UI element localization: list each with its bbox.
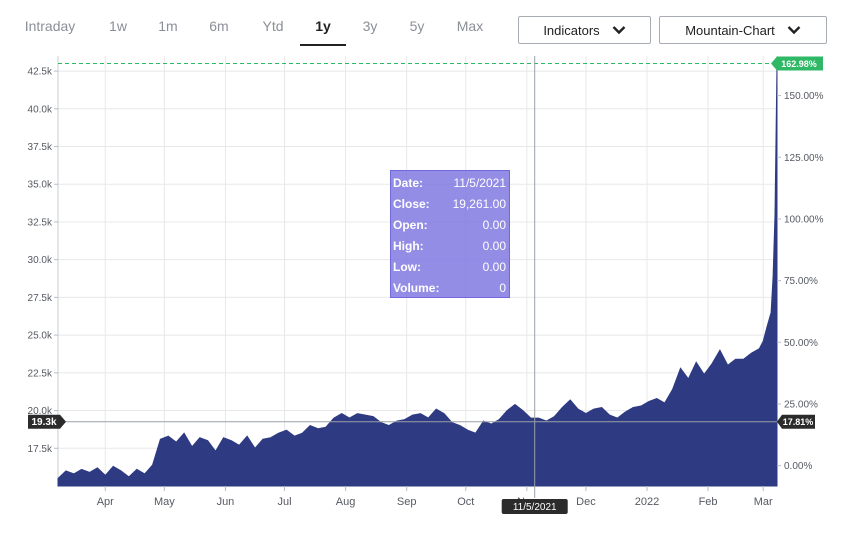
tooltip-value: 11/5/2021 <box>453 176 507 190</box>
x-axis: AprMayJunJulAugSepOctNovDec2022FebMar <box>97 486 773 508</box>
range-tab-1y[interactable]: 1y <box>300 14 346 46</box>
tooltip-key: Open: <box>393 218 428 232</box>
y-tick-label: 20.0k <box>28 406 53 417</box>
tooltip-row-open: Open: 0.00 <box>393 215 506 236</box>
chevron-down-icon <box>612 26 626 35</box>
y-axis-left: 17.5k 20.0k 22.5k 25.0k 27.5k 30.0k 32.5k 35.0k… <box>28 67 58 455</box>
tooltip-row-low: Low: 0.00 <box>393 257 506 278</box>
tooltip-row-high: High: 0.00 <box>393 236 506 257</box>
indicators-dropdown[interactable]: Indicators <box>518 16 651 44</box>
range-tab-intraday[interactable]: Intraday <box>24 18 76 34</box>
y-tick-label: 40.0k <box>28 104 53 115</box>
x-tick-label: Jun <box>217 496 235 508</box>
crosshair-pct-badge <box>777 414 815 429</box>
x-tick-label: Feb <box>699 496 718 508</box>
y-tick-label: 35.0k <box>28 180 53 191</box>
range-tab-max[interactable]: Max <box>456 18 484 34</box>
tooltip-key: High: <box>393 239 424 253</box>
x-tick-label: May <box>154 496 175 508</box>
tooltip-key: Close: <box>393 197 430 211</box>
pct-tick-label: 100.00% <box>784 214 824 225</box>
y-tick-label: 25.0k <box>28 331 53 342</box>
y-tick-label: 37.5k <box>28 142 53 153</box>
chevron-down-icon <box>787 26 801 35</box>
tooltip-value: 0.00 <box>482 260 506 274</box>
chart-type-dropdown[interactable]: Mountain-Chart <box>659 16 827 44</box>
tooltip-row-volume: Volume: 0 <box>393 278 506 299</box>
price-area <box>57 63 778 487</box>
tooltip-value: 0.00 <box>482 239 506 253</box>
chart-labels: 19.3k 17.81% 11/5/2021 162.98% <box>28 56 823 514</box>
range-toolbar: Intraday 1w 1m 6m Ytd 1y 3y 5y Max Indic… <box>0 0 854 50</box>
range-tab-1w[interactable]: 1w <box>109 18 127 34</box>
pct-tick-label: 125.00% <box>784 153 824 164</box>
indicators-label: Indicators <box>543 22 600 38</box>
x-tick-label: Mar <box>754 496 773 508</box>
tooltip-value: 0 <box>499 281 506 295</box>
crosshair-pct-label: 17.81% <box>783 417 814 427</box>
data-tooltip: Date: 11/5/2021 Close: 19,261.00 Open: 0.00… <box>390 170 510 298</box>
crosshair-x-badge <box>501 499 568 514</box>
tooltip-value: 0.00 <box>482 218 506 232</box>
range-tab-6m[interactable]: 6m <box>209 18 229 34</box>
last-price-badge <box>771 56 823 71</box>
range-tab-ytd[interactable]: Ytd <box>262 18 284 34</box>
x-tick-label: Jul <box>278 496 292 508</box>
y-tick-label: 32.5k <box>28 217 53 228</box>
y-tick-label: 30.0k <box>28 255 53 266</box>
pct-tick-label: 50.00% <box>784 338 818 349</box>
tooltip-key: Date: <box>393 176 424 190</box>
y-tick-label: 27.5k <box>28 293 53 304</box>
tooltip-value: 19,261.00 <box>452 197 506 211</box>
y-axis-right: 0.00% 25.00% 50.00% 75.00% 100.00% 125.00% 150… <box>777 91 824 472</box>
chart-area-layer <box>57 63 778 487</box>
chart-overlay-lines <box>58 56 777 498</box>
pct-tick-label: 150.00% <box>784 91 824 102</box>
x-tick-label: Apr <box>97 496 114 508</box>
crosshair-y-badge <box>28 414 66 429</box>
last-price-label: 162.98% <box>781 59 817 69</box>
y-tick-label: 22.5k <box>28 368 53 379</box>
y-tick-label: 42.5k <box>28 67 53 78</box>
pct-tick-label: 25.00% <box>784 399 818 410</box>
crosshair-y-label: 19.3k <box>31 417 56 428</box>
x-tick-label: Aug <box>336 496 356 508</box>
tooltip-row-date: Date: 11/5/2021 <box>393 173 506 194</box>
crosshair-x-label: 11/5/2021 <box>513 502 557 513</box>
x-tick-label: Sep <box>397 496 417 508</box>
x-tick-label: 2022 <box>635 496 659 508</box>
chart-type-label: Mountain-Chart <box>685 22 775 38</box>
range-tab-1m[interactable]: 1m <box>158 18 178 34</box>
tooltip-key: Volume: <box>393 281 440 295</box>
pct-tick-label: 0.00% <box>784 461 812 472</box>
tooltip-key: Low: <box>393 260 421 274</box>
x-tick-label: Dec <box>576 496 596 508</box>
x-tick-label: Oct <box>457 496 474 508</box>
tooltip-row-close: Close: 19,261.00 <box>393 194 506 215</box>
range-tab-3y[interactable]: 3y <box>362 18 378 34</box>
pct-tick-label: 75.00% <box>784 276 818 287</box>
range-tab-5y[interactable]: 5y <box>409 18 425 34</box>
y-tick-label: 17.5k <box>28 444 53 455</box>
